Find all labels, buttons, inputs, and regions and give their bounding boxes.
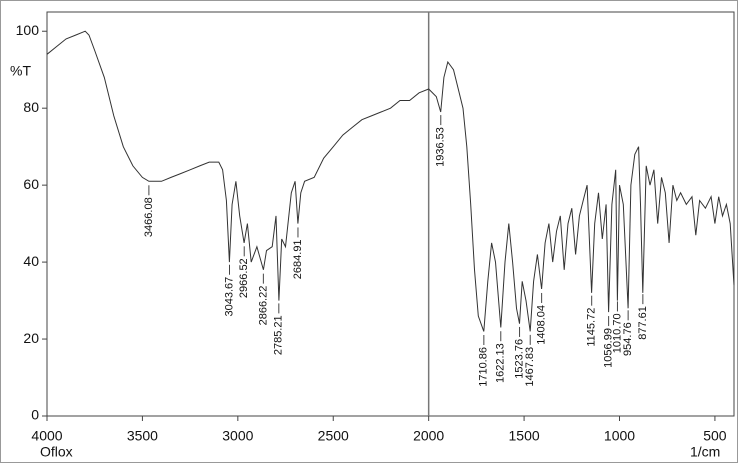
peak-label: 3466.08 [143,197,155,237]
y-tick-label: 0 [31,407,39,423]
peak-label: 3043.67 [223,277,235,317]
peak-label: 877.61 [637,306,649,340]
peak-label: 1408.04 [536,305,548,345]
y-tick-label: 100 [16,22,40,38]
peak-label: 1622.13 [495,343,507,383]
peak-label: 2684.91 [292,239,304,279]
x-axis-label: 1/cm [690,444,720,460]
peak-label: 1010.70 [611,313,623,353]
x-tick-label: 500 [703,428,727,444]
y-axis-label: %T [10,63,31,79]
x-tick-label: 3000 [222,428,253,444]
y-tick-label: 80 [23,99,39,115]
x-tick-label: 3500 [127,428,158,444]
peak-label: 2966.52 [238,258,250,298]
sample-name: Oflox [40,444,73,460]
y-tick-label: 20 [23,330,39,346]
x-tick-label: 4000 [31,428,62,444]
peak-label: 1056.99 [603,328,615,368]
x-tick-label: 1500 [509,428,540,444]
x-tick-label: 1000 [604,428,635,444]
plot-frame [46,11,735,417]
peak-label: 954.76 [622,322,634,356]
y-tick-label: 60 [23,176,39,192]
x-tick-label: 2500 [318,428,349,444]
peak-label: 1523.76 [513,339,525,379]
y-tick-label: 40 [23,253,39,269]
peak-label: 1145.72 [586,308,598,347]
x-tick-label: 2000 [413,428,444,444]
peak-label: 2785.21 [273,315,285,355]
peak-label: 1467.83 [524,347,536,387]
peak-label: 1710.86 [478,347,490,387]
peak-label: 1936.53 [435,127,447,167]
peak-label: 2866.22 [257,286,269,326]
spectrum-line [46,30,735,332]
